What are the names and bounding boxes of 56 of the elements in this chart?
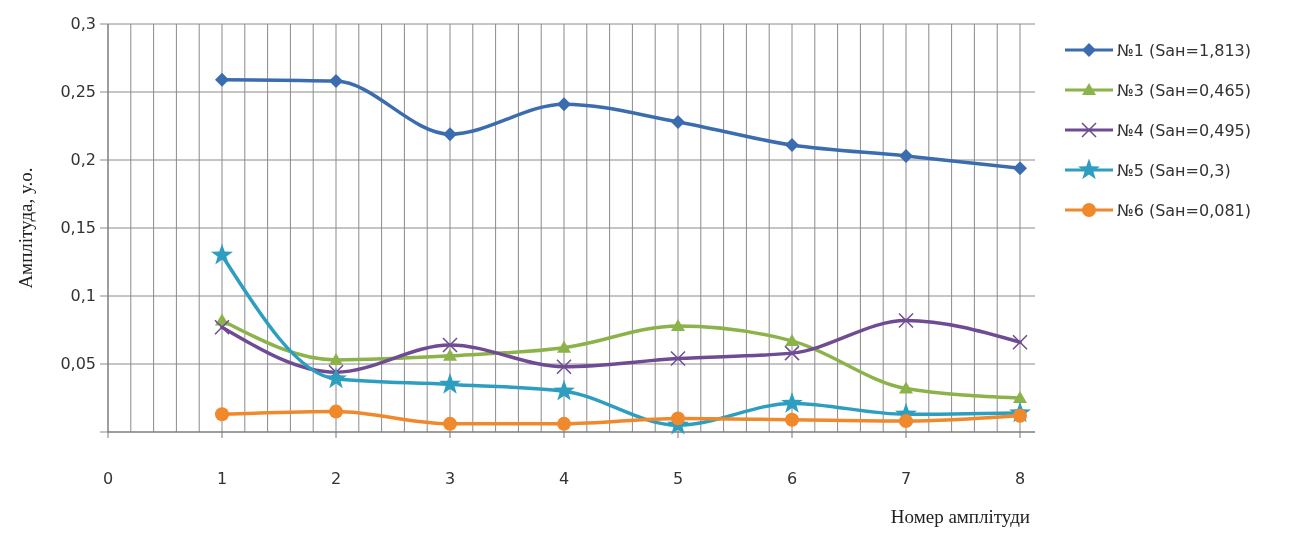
point [439,372,461,394]
point [671,411,685,426]
x-tick-label: 0 [102,469,114,488]
x-axis-title: Номер амплітуди [890,506,1030,527]
point [785,138,799,153]
x-tick-label: 5 [672,469,684,488]
point [215,407,229,422]
point [214,319,230,336]
point [443,348,457,361]
point [784,345,800,361]
point [329,404,343,419]
point [670,350,686,367]
legend-label: №6 (Saн=0,081) [1117,201,1252,220]
point [899,148,913,163]
point [442,337,458,353]
point [898,312,914,329]
y-tick-label: 0,3 [70,14,96,33]
x-tick-label: 1 [216,469,228,488]
y-tick-label: 0,2 [70,150,96,169]
point [1012,334,1028,350]
point [556,358,572,375]
point [671,114,685,129]
point [215,72,229,87]
point [899,414,913,429]
point [557,340,571,353]
x-tick-label: 6 [786,469,798,488]
point [325,367,347,389]
point [1013,391,1027,403]
x-tick-label: 4 [558,469,570,488]
legend-label: №5 (Saн=0,3) [1117,161,1231,180]
y-tick-label: 0,05 [60,354,96,373]
point [785,412,799,427]
point [781,391,803,413]
point [557,416,571,431]
point [1013,161,1027,176]
x-tick-label: 8 [1014,469,1026,488]
x-tick-label: 2 [330,469,342,488]
point [211,243,233,265]
legend-label: №1 (Saн=1,813) [1117,41,1252,60]
point [671,318,685,331]
y-tick-label: 0,1 [70,286,96,305]
y-axis-title: Амплітуда, у.о. [15,167,36,289]
point [557,97,571,112]
point [443,127,457,142]
point [553,379,575,401]
point [329,352,343,365]
legend-label: №4 (Saн=0,495) [1117,121,1252,140]
x-tick-label: 3 [444,469,456,488]
point [329,74,343,89]
legend-label: №3 (Saн=0,465) [1117,81,1252,100]
y-tick-label: 0,25 [60,82,96,101]
y-tick-label: 0,15 [60,218,96,237]
point [785,333,799,346]
point [443,416,457,431]
x-tick-label: 7 [900,469,912,488]
point [899,381,913,394]
